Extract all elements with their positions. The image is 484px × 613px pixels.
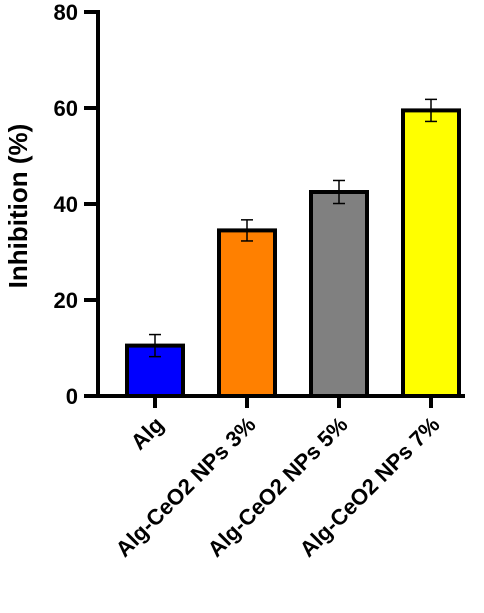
y-tick-label: 40 [54,192,78,217]
category-label: Alg [126,412,169,455]
y-axis-title: Inhibition (%) [3,124,33,289]
y-tick-label: 20 [54,288,78,313]
bar [401,108,461,399]
y-tick-label: 80 [54,0,78,25]
bar [217,228,277,398]
y-axis-ticks: 0 20 40 60 80 [54,0,98,409]
y-tick-label: 60 [54,96,78,121]
error-bars [149,98,437,358]
axes [96,10,465,408]
bars [125,108,461,399]
bar [309,190,369,398]
y-tick-label: 0 [66,384,78,409]
